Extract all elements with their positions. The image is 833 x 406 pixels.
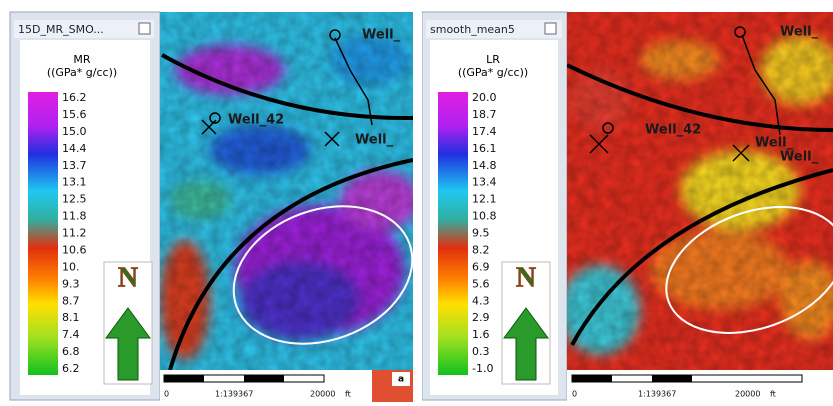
legend-label: 13.1	[62, 176, 87, 189]
legend-label: 20.0	[472, 91, 497, 104]
scale-bar: 0 1:139367 20000 ft a	[160, 370, 413, 402]
legend-label: 6.2	[62, 362, 80, 375]
legend-label: 10.6	[62, 243, 87, 256]
screenshot: 15D_MR_SMO... smooth_mean5 MR ((GPa* g/c…	[0, 0, 833, 402]
legend-label: 1.6	[472, 328, 490, 341]
legend-label: 8.1	[62, 311, 80, 324]
color-bar	[28, 92, 58, 375]
legend-label: 16.2	[62, 91, 87, 104]
north-arrow: N	[502, 262, 550, 384]
legend-label: 12.1	[472, 193, 497, 206]
legend-unit: ((GPa* g/cc))	[458, 66, 528, 79]
menu-button[interactable]	[545, 23, 556, 34]
north-arrow: N	[104, 262, 152, 384]
north-label: N	[118, 262, 138, 293]
legend-label: 12.5	[62, 193, 87, 206]
legend-title: 15D_MR_SMO...	[18, 23, 104, 36]
legend-label: 17.4	[472, 125, 497, 138]
panel-tag: a	[398, 375, 404, 385]
scale-unit: ft	[345, 390, 351, 399]
scale-end: 20000	[310, 390, 335, 399]
legend-label: 16.1	[472, 142, 497, 155]
legend-label: 2.9	[472, 311, 490, 324]
legend-label: 14.4	[62, 142, 87, 155]
map-mr: Well_ Well_42 Well_	[160, 12, 432, 370]
scale-start: 0	[572, 390, 577, 399]
scale-ratio: 1:139367	[215, 390, 253, 399]
legend-label: 9.5	[472, 227, 490, 240]
legend-label: 4.3	[472, 294, 490, 307]
scale-bar: 0 1:139367 20000 ft	[567, 370, 833, 402]
well-label: Well_	[780, 150, 819, 165]
color-bar	[438, 92, 468, 375]
scale-ratio: 1:139367	[638, 390, 676, 399]
maps: 15D_MR_SMO... smooth_mean5 MR ((GPa* g/c…	[0, 0, 833, 402]
legend-label: 7.4	[62, 328, 80, 341]
well-label: Well_42	[228, 113, 284, 128]
legend-label: 5.6	[472, 277, 490, 290]
legend-label: 0.3	[472, 345, 490, 358]
well-label: Well_	[780, 25, 819, 40]
legend-label: 9.3	[62, 277, 80, 290]
scale-start: 0	[164, 390, 169, 399]
well-label: Well_	[755, 136, 794, 151]
legend-label: 13.7	[62, 159, 87, 172]
legend-label: 11.8	[62, 210, 87, 223]
legend-label: 6.8	[62, 345, 80, 358]
legend-label: 8.2	[472, 243, 490, 256]
map-lr: Well_ Well_42 Well_ Well_	[560, 12, 833, 370]
well-label: Well_42	[645, 123, 701, 138]
scale-end: 20000	[735, 390, 760, 399]
legend-label: 6.9	[472, 260, 490, 273]
legend-label: -1.0	[472, 362, 493, 375]
menu-button[interactable]	[139, 23, 150, 34]
legend-label: 15.0	[62, 125, 87, 138]
north-label: N	[516, 262, 536, 293]
legend-label: 8.7	[62, 294, 80, 307]
legend-label: 14.8	[472, 159, 497, 172]
legend-label: 10.8	[472, 210, 497, 223]
legend-label: 10.	[62, 260, 80, 273]
legend-attribute: MR	[73, 53, 90, 66]
legend-label: 13.4	[472, 176, 497, 189]
well-label: Well_	[362, 28, 401, 43]
scale-unit: ft	[770, 390, 776, 399]
legend-attribute: LR	[486, 53, 500, 66]
legend-title: smooth_mean5	[430, 23, 515, 36]
legend-unit: ((GPa* g/cc))	[47, 66, 117, 79]
legend-label: 15.6	[62, 108, 87, 121]
legend-label: 18.7	[472, 108, 497, 121]
well-label: Well_	[355, 133, 394, 148]
legend-label: 11.2	[62, 227, 87, 240]
